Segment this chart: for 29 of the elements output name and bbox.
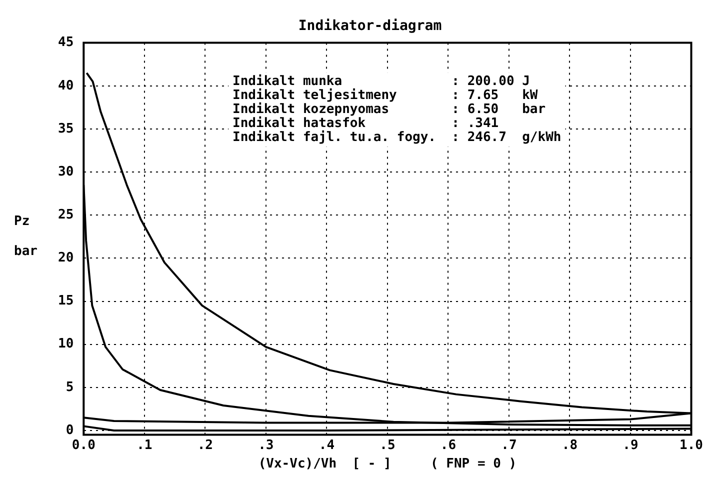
x-tick-label: .7 xyxy=(501,438,517,453)
x-axis-title: (Vx-Vc)/Vh [ - ] ( FNP = 0 ) xyxy=(258,456,517,472)
annotation: Indikalt fajl. tu.a. fogy. : 246.7 g/kWh xyxy=(232,130,562,145)
x-tick-label: .4 xyxy=(318,438,335,453)
x-tick-label: .9 xyxy=(622,438,638,453)
chart-title: Indikator-diagram xyxy=(298,18,442,34)
y-tick-label: 15 xyxy=(58,294,74,309)
y-tick-label: 10 xyxy=(58,336,74,352)
x-tick-label: .5 xyxy=(380,438,396,453)
x-tick-label: .6 xyxy=(440,438,456,453)
annotation: Indikalt kozepnyomas : 6.50 bar xyxy=(232,102,546,117)
x-tick-label: 0.0 xyxy=(72,438,96,453)
x-tick-label: .2 xyxy=(197,438,214,453)
y-tick-label: 20 xyxy=(58,250,74,266)
y-tick-label: 30 xyxy=(58,164,74,180)
x-tick-label: .3 xyxy=(258,438,274,453)
y-tick-label: 5 xyxy=(66,380,74,395)
x-tick-label: .8 xyxy=(562,438,578,453)
y-axis-title: Pz bar xyxy=(14,214,38,260)
y-tick-label: 35 xyxy=(58,121,74,136)
y-tick-label: 25 xyxy=(58,207,74,222)
x-tick-label: .1 xyxy=(136,438,152,453)
annotation: Indikalt hatasfok : .341 xyxy=(232,116,499,131)
y-tick-label: 45 xyxy=(58,35,74,50)
annotation: Indikalt teljesitmeny : 7.65 kW xyxy=(232,88,538,103)
y-tick-label: 40 xyxy=(58,78,74,94)
x-tick-label: 1.0 xyxy=(680,438,704,453)
annotation: Indikalt munka : 200.00 J xyxy=(232,74,530,89)
y-tick-label: 0 xyxy=(66,422,74,438)
